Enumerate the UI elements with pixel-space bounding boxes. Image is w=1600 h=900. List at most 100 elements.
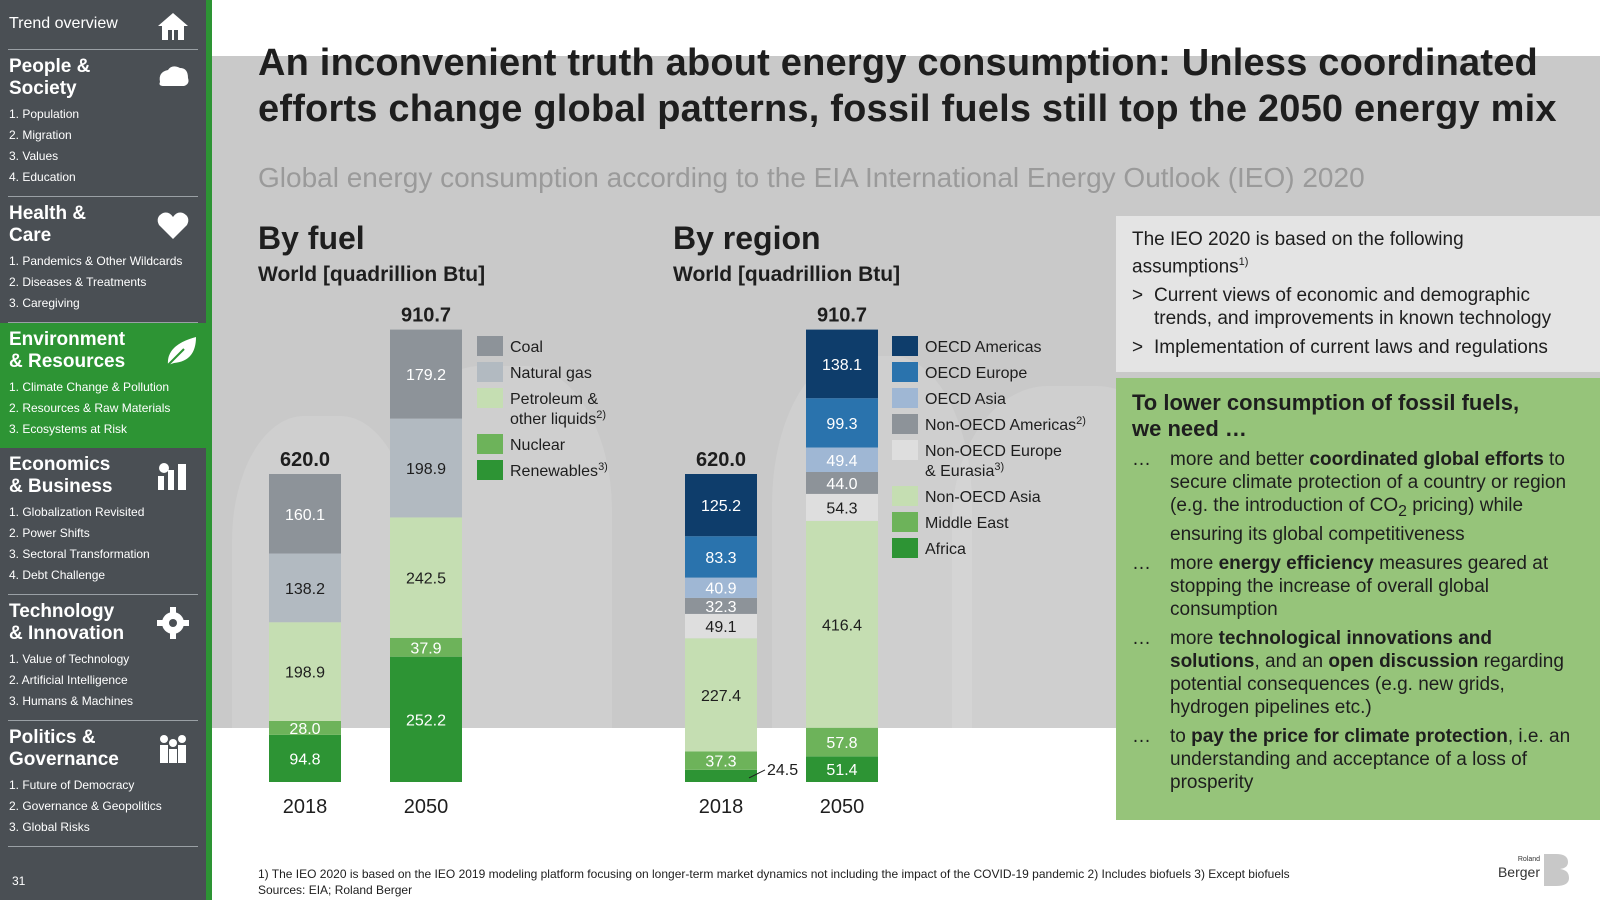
sidebar: Trend overview People & Society 1. Populat… (0, 0, 212, 900)
bar-value-label: 252.2 (406, 712, 446, 729)
chart-region-title: By region (673, 220, 821, 256)
sidebar-item[interactable]: 2. Power Shifts (9, 526, 90, 540)
chart-fuel-title: By fuel (258, 220, 365, 256)
legend-swatch (892, 512, 918, 532)
need-item: … more technological innovations and solu… (1132, 627, 1564, 718)
sidebar-section-3[interactable]: Economics & Business 1. Globalization Revi… (8, 448, 198, 595)
needs-heading: To lower consumption of fossil fuels, we… (1132, 390, 1520, 441)
sidebar-section-title[interactable]: Economics & Business (9, 454, 113, 497)
bar-segment (269, 553, 341, 623)
bar-value-label: 24.5 (767, 762, 798, 779)
bar-value-label: 138.2 (285, 581, 325, 598)
bar-segment (269, 474, 341, 554)
assumption-item: > Implementation of current laws and regu… (1132, 337, 1548, 359)
sidebar-section-4[interactable]: Technology & Innovation 1. Value of Techno… (8, 595, 198, 721)
sidebar-section-title[interactable]: Environment & Resources (9, 329, 126, 372)
sidebar-section-2[interactable]: Environment & Resources 1. Climate Change … (0, 323, 206, 448)
sidebar-section-1[interactable]: Health & Care 1. Pandemics & Other Wildcar… (8, 197, 198, 323)
sidebar-item[interactable]: 2. Governance & Geopolitics (9, 799, 162, 813)
legend-label: Petroleum & (510, 391, 598, 408)
bar-value-label: 49.1 (705, 619, 736, 636)
legend-swatch (892, 440, 918, 460)
legend-swatch (477, 336, 503, 356)
sidebar-item[interactable]: 3. Ecosystems at Risk (9, 422, 128, 436)
footnotes: 1) The IEO 2020 is based on the IEO 2019… (258, 867, 1290, 881)
sidebar-item[interactable]: 1. Globalization Revisited (9, 505, 145, 519)
bar-value-label: 416.4 (822, 617, 862, 634)
logo-b-icon (1544, 854, 1569, 886)
bar-segment (269, 734, 341, 782)
bar-total-label: 910.7 (401, 305, 451, 327)
sidebar-item[interactable]: 3. Caregiving (9, 296, 80, 310)
sidebar-item[interactable]: 3. Humans & Machines (9, 694, 134, 708)
sidebar-item[interactable]: 4. Education (9, 170, 76, 184)
assumptions-intro: The IEO 2020 is based on the following a… (1132, 229, 1464, 278)
bar-segment (806, 520, 878, 728)
sidebar-item[interactable]: 2. Resources & Raw Materials (0, 398, 206, 419)
bar-value-label: 99.3 (826, 416, 857, 433)
roland-berger-logo: Roland Berger (1490, 852, 1570, 892)
bar-segment (806, 472, 878, 494)
bar-total-label: 620.0 (696, 449, 746, 471)
sidebar-item[interactable]: 1. Climate Change & Pollution (9, 380, 170, 394)
legend-label: OECD Europe (925, 365, 1027, 382)
business-icon (158, 463, 186, 490)
trend-overview-label: Trend overview (9, 15, 118, 32)
legend-swatch (892, 388, 918, 408)
page-title: An inconvenient truth about energy consu… (258, 42, 1557, 130)
legend-label: Non-OECD Europe (925, 443, 1062, 460)
sidebar-section-5[interactable]: Politics & Governance 1. Future of Democra… (8, 721, 198, 847)
bar-segment (685, 536, 757, 578)
bar-segment (806, 727, 878, 757)
legend-label: other liquids2) (510, 409, 606, 428)
sidebar-item[interactable]: 2. Diseases & Treatments (9, 275, 147, 289)
sidebar-item[interactable]: 1. Pandemics & Other Wildcards (9, 254, 183, 268)
bar-value-label: 94.8 (289, 752, 320, 769)
x-tick-label: 2050 (820, 796, 865, 818)
bar-value-label: 37.9 (410, 640, 441, 657)
bar-segment (390, 418, 462, 518)
bar-segment (685, 638, 757, 752)
sidebar-section-title[interactable]: Politics & Governance (9, 727, 119, 770)
sidebar-item[interactable]: 3. Global Risks (9, 820, 90, 834)
chart-fuel-unit: World [quadrillion Btu] (258, 263, 486, 286)
bar-value-label: 198.9 (285, 665, 325, 682)
legend-label: Non-OECD Asia (925, 489, 1041, 506)
sidebar-item[interactable]: 3. Values (9, 149, 59, 163)
sidebar-section-title[interactable]: Health & Care (9, 203, 87, 246)
home-icon[interactable] (154, 8, 192, 44)
bar-value-label: 242.5 (406, 571, 446, 588)
legend-swatch (892, 414, 918, 434)
legend-swatch (892, 336, 918, 356)
chart-region-unit: World [quadrillion Btu] (673, 263, 901, 286)
legend-label: Renewables3) (510, 461, 608, 480)
bar-segment (806, 493, 878, 521)
sidebar-item[interactable]: 1. Future of Democracy (9, 778, 135, 792)
bar-segment (390, 656, 462, 782)
leaf-icon (167, 337, 196, 366)
sidebar-item[interactable]: 2. Migration (9, 128, 72, 142)
bar-value-label: 57.8 (826, 735, 857, 752)
x-tick-label: 2018 (699, 796, 744, 818)
sidebar-item[interactable]: 4. Debt Challenge (9, 568, 106, 582)
legend-label: Non-OECD Americas2) (925, 415, 1086, 434)
legend-swatch (477, 434, 503, 454)
sidebar-item[interactable]: 1. Population (9, 107, 80, 121)
gear-icon (157, 607, 189, 639)
bar-value-label: 125.2 (701, 498, 741, 515)
legend-label: OECD Asia (925, 391, 1006, 408)
bar-value-label: 37.3 (705, 754, 736, 771)
bar-value-label: 49.4 (826, 453, 857, 470)
bar-segment (390, 637, 462, 657)
sidebar-section-title[interactable]: People & Society (9, 56, 91, 99)
sidebar-item[interactable]: 3. Sectoral Transformation (9, 547, 150, 561)
sidebar-item[interactable]: 2. Artificial Intelligence (9, 673, 128, 687)
need-item: … to pay the price for climate protection… (1132, 725, 1571, 793)
legend-swatch (477, 362, 503, 382)
need-item: … more energy efficiency measures geared … (1132, 552, 1549, 620)
sidebar-section-0[interactable]: People & Society 1. Population 2. Migration… (8, 50, 198, 197)
sidebar-item[interactable]: 1. Value of Technology (9, 652, 130, 666)
sidebar-section-title[interactable]: Technology & Innovation (9, 601, 125, 644)
bar-segment (806, 447, 878, 472)
trend-overview-link[interactable]: Trend overview (8, 0, 198, 50)
